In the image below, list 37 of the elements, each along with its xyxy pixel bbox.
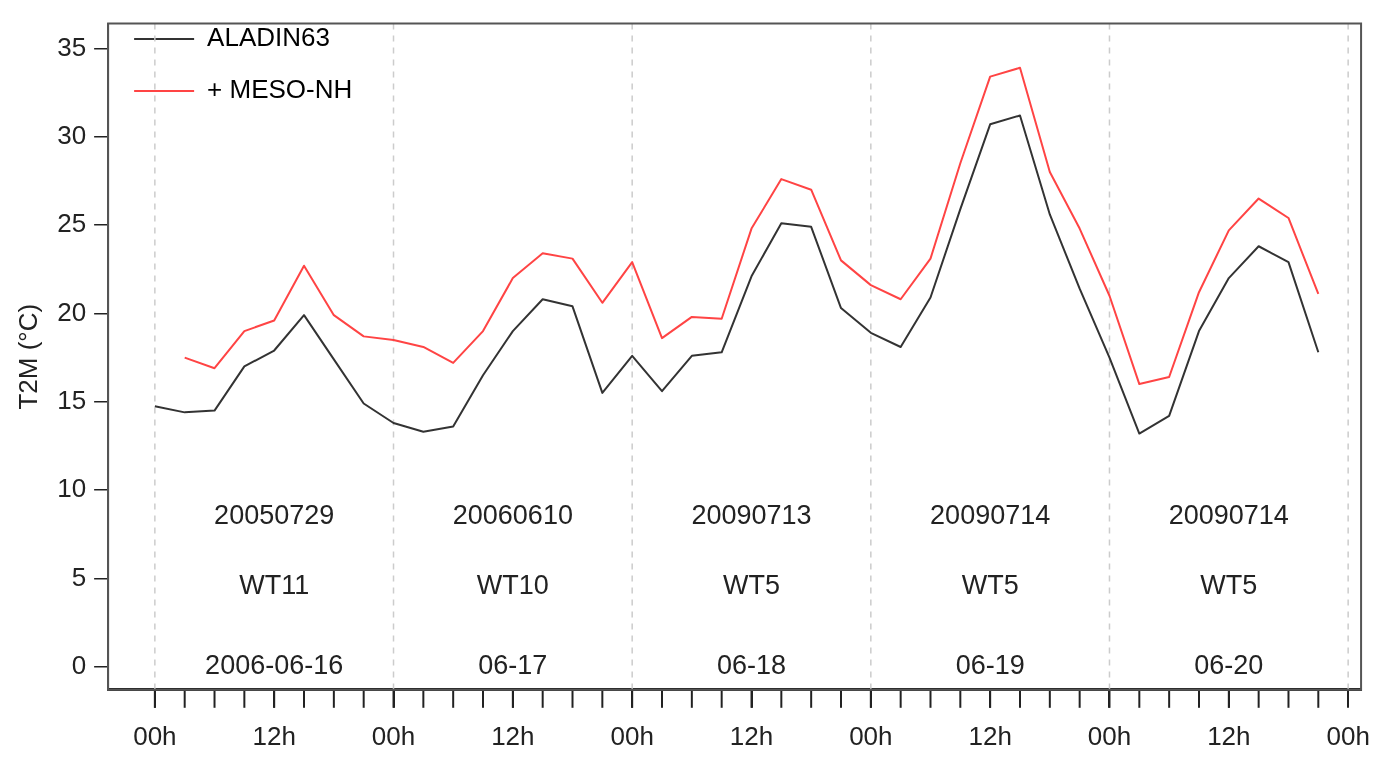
legend-label: + MESO-NH: [207, 74, 353, 105]
annotation: WT5: [961, 569, 1019, 600]
x-tick-label: 12h: [1207, 720, 1251, 751]
y-tick-label: 5: [71, 561, 87, 592]
y-axis-title: T2M (°C): [12, 303, 43, 410]
annotation: 06-20: [1194, 649, 1264, 680]
x-tick-label: 00h: [371, 720, 416, 751]
annotation: 06-19: [955, 649, 1025, 680]
annotation: 20090713: [691, 500, 812, 531]
annotation: WT5: [723, 569, 780, 600]
annotation: WT10: [476, 569, 549, 600]
x-tick-label: 00h: [849, 720, 893, 751]
x-tick-label: 00h: [610, 720, 654, 751]
legend-label: ALADIN63: [207, 22, 330, 53]
x-tick-label: 12h: [252, 720, 296, 751]
annotation: 20050729: [214, 500, 335, 531]
x-tick-label: 00h: [1326, 720, 1370, 751]
x-tick-label: 12h: [729, 720, 774, 751]
annotation: 20090714: [1168, 500, 1289, 531]
annotation: 06-17: [478, 649, 548, 680]
annotation: 20090714: [930, 500, 1051, 531]
y-tick-label: 15: [57, 384, 87, 415]
y-tick-label: 0: [71, 650, 87, 680]
annotation: WT11: [239, 569, 310, 600]
y-tick-label: 35: [57, 31, 87, 62]
y-tick-label: 10: [57, 473, 87, 504]
y-tick-label: 20: [57, 296, 87, 327]
x-tick-label: 12h: [491, 720, 535, 751]
annotation: WT5: [1200, 569, 1258, 600]
x-tick-label: 12h: [968, 720, 1012, 751]
x-tick-label: 00h: [133, 720, 177, 751]
x-tick-label: 00h: [1087, 720, 1132, 751]
y-tick-label: 25: [57, 208, 87, 239]
annotation: 2006-06-16: [205, 649, 344, 680]
annotation: 06-18: [716, 649, 787, 680]
annotation: 20060610: [452, 500, 573, 531]
y-tick-label: 30: [57, 119, 87, 150]
